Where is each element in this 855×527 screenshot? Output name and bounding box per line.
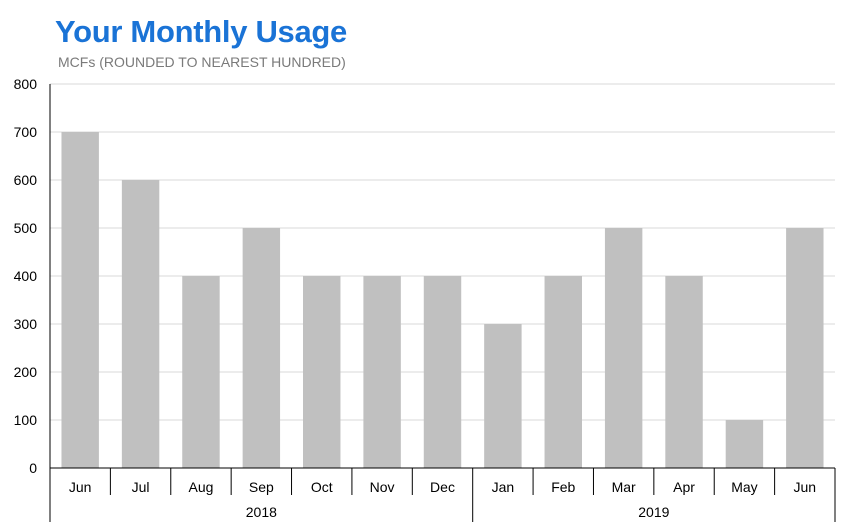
chart-title: Your Monthly Usage — [55, 14, 347, 49]
x-tick-label: Apr — [673, 479, 695, 495]
y-tick-label: 600 — [14, 172, 38, 188]
y-tick-label: 800 — [14, 76, 38, 92]
x-tick-label: Jun — [69, 479, 92, 495]
y-tick-label: 0 — [29, 460, 37, 476]
bar-6 — [363, 276, 401, 468]
bar-13 — [786, 228, 824, 468]
x-tick-label: May — [731, 479, 757, 495]
x-tick-label: Mar — [612, 479, 636, 495]
bar-1 — [61, 132, 99, 468]
group-label: 2018 — [246, 504, 277, 520]
x-tick-label: Nov — [370, 479, 395, 495]
bar-8 — [484, 324, 522, 468]
y-tick-label: 300 — [14, 316, 38, 332]
x-tick-label: Oct — [311, 479, 333, 495]
x-tick-label: Jan — [492, 479, 515, 495]
y-tick-label: 400 — [14, 268, 38, 284]
x-tick-label: Jul — [132, 479, 150, 495]
y-tick-label: 200 — [14, 364, 38, 380]
bar-11 — [665, 276, 703, 468]
bar-10 — [604, 228, 643, 468]
bar-12 — [725, 420, 764, 468]
x-tick-label: Aug — [189, 479, 214, 495]
bar-2 — [121, 180, 160, 468]
group-label: 2019 — [638, 504, 669, 520]
y-tick-label: 700 — [14, 124, 38, 140]
bar-5 — [303, 276, 341, 468]
chart-subtitle: MCFs (ROUNDED TO NEAREST HUNDRED) — [58, 54, 346, 70]
x-tick-label: Sep — [249, 479, 274, 495]
x-tick-label: Jun — [794, 479, 817, 495]
x-tick-label: Feb — [551, 479, 575, 495]
bar-4 — [242, 228, 281, 468]
x-tick-label: Dec — [430, 479, 455, 495]
bar-3 — [182, 276, 220, 468]
bar-9 — [544, 276, 582, 468]
y-tick-label: 500 — [14, 220, 38, 236]
bar-7 — [423, 276, 462, 468]
y-tick-label: 100 — [14, 412, 38, 428]
